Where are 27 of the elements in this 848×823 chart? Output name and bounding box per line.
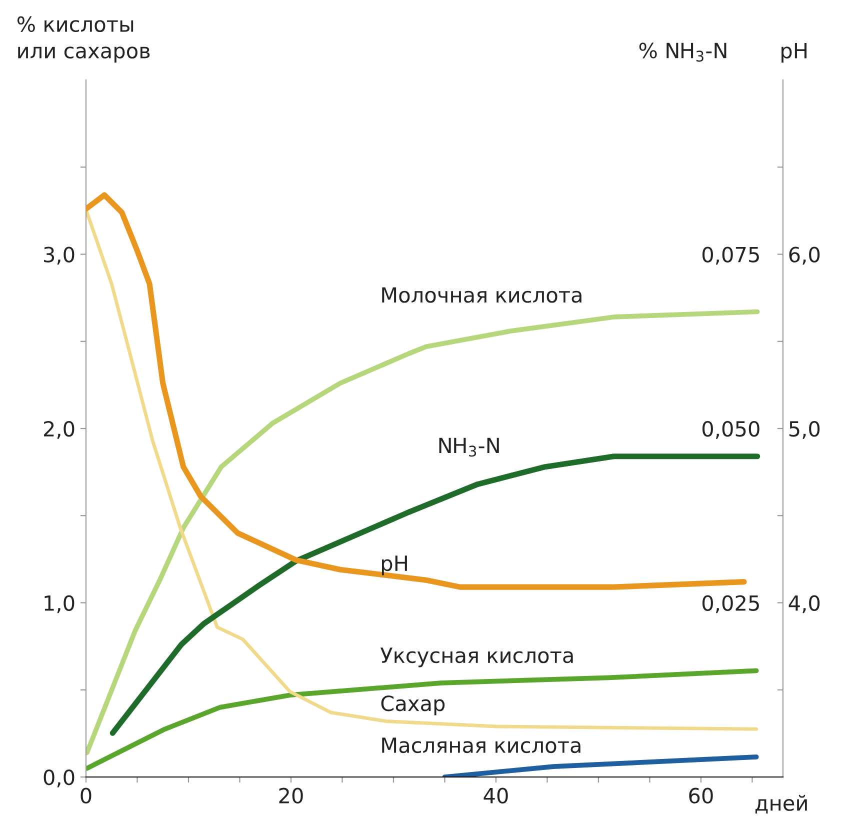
y2-axis-title: % NH$_{3}$-N [639,42,726,62]
y3-tick-label: 6,0 [789,246,820,265]
y-tick-label: 0,0 [44,769,74,788]
series-label: Сахар [381,695,445,716]
series-label: Уксусная кислота [380,648,573,668]
x-tick-label: 60 [689,788,713,804]
series-label: Молочная кислота [382,287,582,303]
series-label: NH$_{3}$-N [439,438,499,457]
y2-tick-label: 0,075 [702,246,759,265]
y-axis-title: % кислоты или сахаров [17,16,150,63]
x-tick-label: 20 [279,788,303,804]
y-tick-label: 2,0 [44,420,74,439]
y3-tick-label: 5,0 [789,420,820,439]
line-series [86,210,758,731]
line-series [86,668,759,771]
x-tick-label: 0 [80,788,92,804]
y2-tick-label: 0,050 [702,420,760,439]
series-label: pH [382,556,407,576]
x-axis-title: дней [755,794,807,814]
y3-axis-title: pH [782,43,807,63]
line-series [86,309,760,756]
y3-tick-label: 4,0 [788,595,820,614]
y-tick-label: 3,0 [44,246,74,265]
y-tick-label: 1,0 [44,595,74,614]
y2-tick-label: 0,025 [702,595,759,614]
x-tick-label: 40 [484,788,508,804]
series-label: Масляная кислота [382,738,580,754]
